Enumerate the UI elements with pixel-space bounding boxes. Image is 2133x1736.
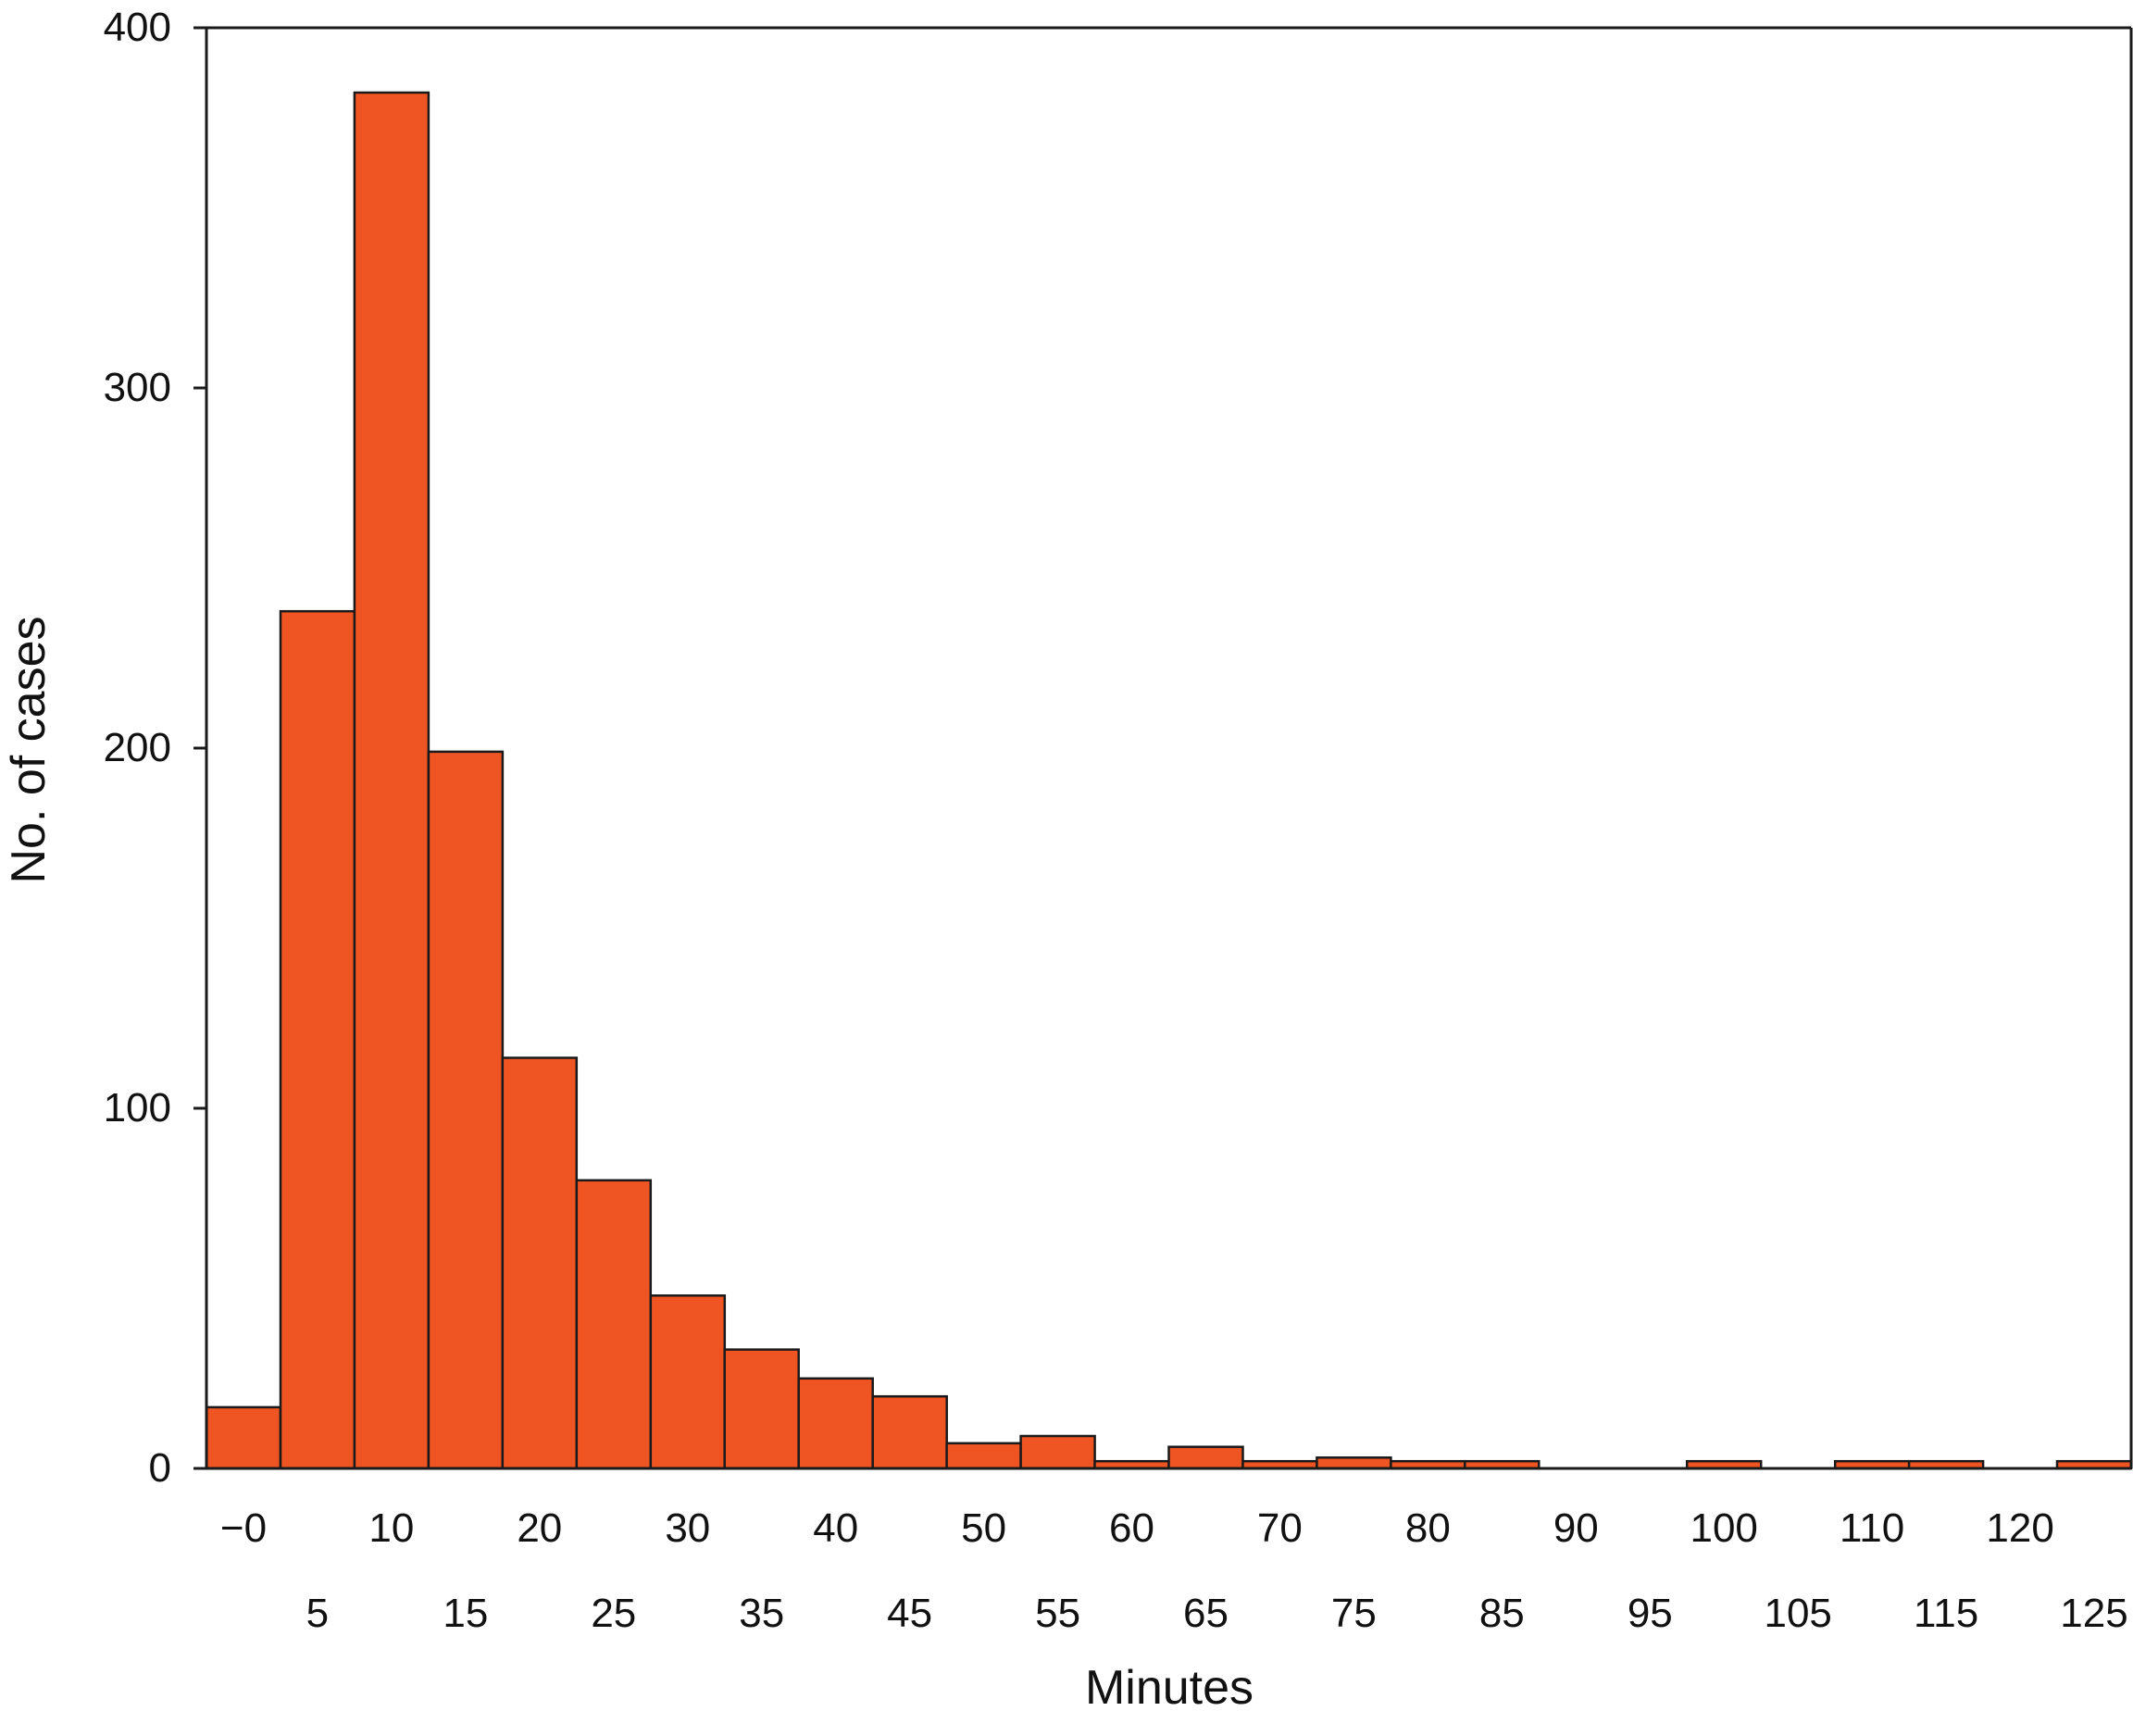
y-tick-label-300: 300 (104, 365, 171, 410)
x-tick-label-lower-10: 105 (1764, 1591, 1831, 1636)
bars-layer (205, 91, 2133, 1470)
bar-7 (723, 1348, 800, 1470)
bar-4 (501, 1056, 579, 1470)
bar-0 (205, 1405, 282, 1470)
x-tick-label-lower-8: 85 (1479, 1591, 1525, 1636)
x-tick-label-upper-2: 20 (517, 1505, 562, 1551)
x-tick-label-upper-5: 50 (961, 1505, 1006, 1551)
x-tick-label-upper-9: 90 (1553, 1505, 1599, 1551)
bar-8 (797, 1377, 874, 1470)
y-tick-label-0: 0 (149, 1445, 171, 1491)
x-tick-label-lower-6: 65 (1183, 1591, 1229, 1636)
bar-15 (1316, 1456, 1392, 1470)
bar-5 (575, 1179, 653, 1470)
x-tick-label-lower-11: 115 (1914, 1591, 1978, 1636)
bar-1 (279, 609, 356, 1470)
x-tick-label-lower-5: 55 (1035, 1591, 1080, 1636)
y-tick-label-400: 400 (104, 5, 171, 50)
bar-11 (1019, 1434, 1096, 1470)
x-tick-label-lower-12: 125 (2060, 1591, 2127, 1636)
bar-9 (871, 1394, 948, 1470)
x-tick-label-upper-8: 80 (1405, 1505, 1451, 1551)
y-tick-label-100: 100 (104, 1085, 171, 1130)
y-axis-title: No. of cases (2, 616, 56, 883)
x-tick-label-upper-11: 110 (1840, 1505, 1904, 1551)
x-tick-label-lower-2: 25 (591, 1591, 636, 1636)
bar-13 (1167, 1445, 1244, 1470)
x-axis-title: Minutes (1085, 1661, 1254, 1715)
x-tick-label-lower-3: 35 (739, 1591, 784, 1636)
y-tick-label-200: 200 (104, 725, 171, 770)
bar-2 (353, 91, 430, 1470)
x-tick-label-upper-3: 30 (665, 1505, 710, 1551)
x-tick-label-upper-4: 40 (813, 1505, 858, 1551)
x-tick-label-lower-9: 95 (1628, 1591, 1673, 1636)
x-tick-label-lower-4: 45 (887, 1591, 932, 1636)
x-tick-label-lower-1: 15 (443, 1591, 488, 1636)
x-tick-label-upper-0: −0 (220, 1505, 267, 1551)
bar-10 (945, 1442, 1022, 1470)
bar-3 (427, 750, 505, 1470)
x-tick-label-upper-6: 60 (1109, 1505, 1154, 1551)
x-tick-label-upper-12: 120 (1986, 1505, 2053, 1551)
bar-6 (649, 1294, 727, 1470)
x-tick-label-upper-1: 10 (368, 1505, 414, 1551)
x-tick-label-lower-7: 75 (1331, 1591, 1377, 1636)
x-tick-label-lower-0: 5 (306, 1591, 329, 1636)
x-tick-label-upper-10: 100 (1690, 1505, 1757, 1551)
x-tick-label-upper-7: 70 (1257, 1505, 1303, 1551)
